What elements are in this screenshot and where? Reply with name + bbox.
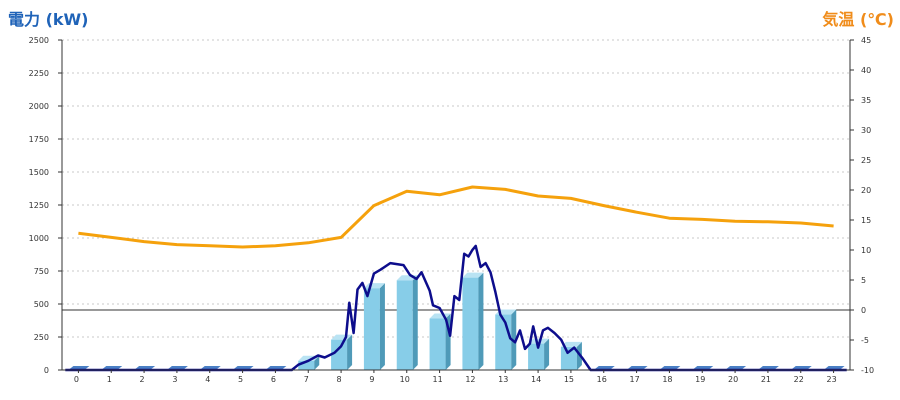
x-axis-tick-label: 23 [826, 375, 836, 384]
power-bar-side [412, 275, 418, 370]
left-axis-tick-label: 500 [34, 300, 49, 309]
power-bar [560, 346, 577, 370]
right-axis-tick-label: 40 [861, 66, 871, 75]
x-axis-tick-label: 21 [761, 375, 771, 384]
right-axis-tick-label: -10 [861, 366, 874, 375]
right-axis-tick-label: 45 [861, 36, 871, 45]
x-axis-tick-label: 4 [205, 375, 210, 384]
power-line [65, 244, 847, 372]
x-axis-tick-label: 17 [629, 375, 639, 384]
power-bar-side [314, 355, 320, 370]
x-axis-tick-label: 14 [531, 375, 541, 384]
x-axis-tick-label: 20 [728, 375, 738, 384]
right-axis-tick-label: 25 [861, 156, 871, 165]
right-axis-tick-label: 5 [861, 276, 866, 285]
temperature-line [78, 185, 834, 249]
x-axis-tick-label: 1 [107, 375, 112, 384]
right-axis-tick-label: 0 [861, 306, 866, 315]
right-axis-tick-label: -5 [861, 336, 869, 345]
x-axis-tick-label: 18 [662, 375, 672, 384]
right-axis-tick-label: 35 [861, 96, 871, 105]
line-layer [65, 185, 847, 372]
power-bar-side [379, 283, 385, 370]
left-axis-tick-label: 2500 [29, 36, 49, 45]
right-axis-tick-label: 30 [861, 126, 871, 135]
power-bar-side [544, 338, 550, 370]
left-axis-tick-label: 1750 [29, 135, 49, 144]
x-axis-tick-label: 2 [140, 375, 145, 384]
x-axis-tick-label: 8 [337, 375, 342, 384]
power-bar [462, 277, 479, 370]
power-bar-side [478, 272, 484, 370]
power-bar-top [560, 341, 582, 347]
x-axis-tick-label: 11 [432, 375, 442, 384]
left-axis-tick-label: 750 [34, 267, 49, 276]
left-axis-tick-label: 2000 [29, 102, 49, 111]
power-bar [495, 314, 512, 370]
right-axis-tick-label: 15 [861, 216, 871, 225]
right-axis-tick-label: 10 [861, 246, 871, 255]
left-axis-tick-label: 1000 [29, 234, 49, 243]
x-axis-tick-label: 19 [695, 375, 705, 384]
power-bar [528, 343, 545, 370]
x-axis-tick-label: 6 [271, 375, 276, 384]
power-bar [298, 360, 315, 370]
left-axis-title: 電力 (kW) [8, 10, 89, 29]
bar-layer [68, 272, 845, 370]
x-axis-tick-label: 5 [238, 375, 243, 384]
x-axis-tick-label: 12 [465, 375, 475, 384]
right-axis-tick-label: 20 [861, 186, 871, 195]
power-bar-top [462, 272, 484, 278]
power-bar [331, 339, 348, 370]
right-axis-title: 気温 (℃) [822, 10, 894, 29]
x-axis-tick-label: 22 [794, 375, 804, 384]
left-axis-tick-label: 2250 [29, 69, 49, 78]
x-axis-tick-label: 3 [172, 375, 177, 384]
left-axis-tick-label: 0 [44, 366, 49, 375]
left-axis-tick-label: 250 [34, 333, 49, 342]
left-axis-tick-label: 1250 [29, 201, 49, 210]
x-axis-tick-label: 9 [369, 375, 374, 384]
power-bar-top [528, 338, 550, 344]
power-bar [363, 288, 380, 370]
x-axis-tick-label: 13 [498, 375, 508, 384]
power-bar [396, 280, 413, 370]
left-axis-tick-label: 1500 [29, 168, 49, 177]
grid-layer [62, 39, 850, 338]
power-bar [429, 318, 446, 370]
x-axis-tick-label: 10 [400, 375, 410, 384]
x-axis-tick-label: 7 [304, 375, 309, 384]
axis-layer: 02505007501000125015001750200022502500-1… [29, 36, 874, 384]
x-axis-tick-label: 15 [564, 375, 574, 384]
x-axis-tick-label: 0 [74, 375, 79, 384]
power-bar-side [347, 334, 353, 370]
x-axis-tick-label: 16 [597, 375, 607, 384]
